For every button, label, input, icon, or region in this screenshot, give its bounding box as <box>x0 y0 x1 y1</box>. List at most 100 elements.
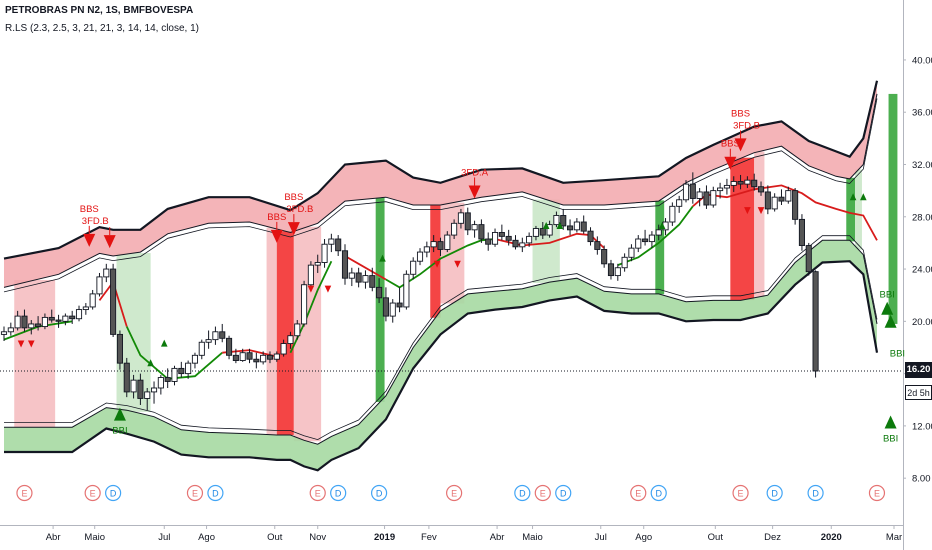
candle-body <box>164 377 171 382</box>
signal-label: 3FD.B <box>733 120 760 131</box>
event-circle <box>766 484 783 502</box>
candle <box>553 211 560 228</box>
dividend-event-icon[interactable]: D <box>650 484 667 502</box>
candle <box>287 331 294 349</box>
candle <box>28 320 35 335</box>
candle-body <box>144 391 151 399</box>
candle-body <box>178 367 185 375</box>
time-tick-label: 2020 <box>821 532 842 543</box>
dividend-event-icon[interactable]: D <box>330 484 347 502</box>
earnings-event-icon[interactable]: E <box>309 484 326 502</box>
signal-marker <box>542 222 550 230</box>
dividend-event-icon[interactable]: D <box>207 484 224 502</box>
candle-body <box>689 183 696 199</box>
lower-band-fill <box>4 240 877 471</box>
candle-body <box>341 250 349 279</box>
candle <box>444 231 451 253</box>
candle <box>212 326 219 345</box>
candle <box>164 368 171 388</box>
sell-arrow <box>270 229 283 243</box>
candle-body <box>560 215 567 227</box>
candle-body <box>812 271 819 372</box>
candle <box>198 339 205 360</box>
candle-body <box>301 284 308 325</box>
event-circle <box>371 484 388 502</box>
candle-body <box>437 241 444 250</box>
dividend-event-icon[interactable]: D <box>371 484 388 502</box>
candle-body <box>355 272 362 283</box>
candle-body <box>137 379 144 399</box>
buy-arrow <box>556 222 564 230</box>
candle <box>362 270 369 289</box>
sell-arrow <box>724 156 737 170</box>
event-circle <box>330 484 347 502</box>
buy-arrow <box>542 222 550 230</box>
event-letter: D <box>519 489 526 499</box>
earnings-event-icon[interactable]: E <box>446 484 463 502</box>
sell-arrow <box>744 207 751 215</box>
sell-arrow <box>27 340 35 348</box>
candle-body <box>792 190 799 220</box>
event-circle <box>207 484 224 502</box>
candle <box>451 219 458 239</box>
time-tick-label: Ago <box>198 532 215 543</box>
candle <box>178 361 185 378</box>
candle-body <box>532 228 540 237</box>
highlight-zone <box>266 227 277 435</box>
event-circle <box>309 484 326 502</box>
event-letter: D <box>212 489 219 499</box>
earnings-event-icon[interactable]: E <box>732 484 749 502</box>
candle <box>232 348 239 364</box>
candle <box>737 174 744 190</box>
candle <box>505 229 512 246</box>
time-tick-label: Maio <box>84 532 105 543</box>
dividend-event-icon[interactable]: D <box>105 484 122 502</box>
sell-arrow <box>454 260 461 268</box>
earnings-event-icon[interactable]: E <box>534 484 551 502</box>
candle-body <box>628 247 635 258</box>
candle-body <box>798 218 805 246</box>
candle-body <box>614 267 621 277</box>
event-circle <box>84 484 101 502</box>
dividend-event-icon[interactable]: D <box>514 484 531 502</box>
candle-body <box>376 286 383 299</box>
candle <box>307 261 314 290</box>
time-tick-label: Out <box>267 532 283 543</box>
candle-body <box>28 323 35 329</box>
earnings-event-icon[interactable]: E <box>630 484 647 502</box>
indicator-title[interactable]: R.LS (2.3, 2.5, 3, 21, 21, 3, 14, 14, cl… <box>5 23 200 34</box>
earnings-event-icon[interactable]: E <box>84 484 101 502</box>
candle <box>635 235 642 253</box>
candle-body <box>335 238 342 252</box>
earnings-event-icon[interactable]: E <box>16 484 33 502</box>
time-tick-label: 2019 <box>374 532 395 543</box>
dividend-event-icon[interactable]: D <box>766 484 783 502</box>
candle <box>478 219 485 243</box>
trend-line-segment <box>344 255 387 281</box>
sell-arrow <box>287 222 300 236</box>
earnings-event-icon[interactable]: E <box>868 484 886 502</box>
candle <box>594 236 601 255</box>
price-tick-label: 20.00 <box>912 317 932 328</box>
candle-body <box>682 183 690 201</box>
candle-body <box>14 315 21 329</box>
candle <box>416 248 424 266</box>
candle <box>191 352 199 369</box>
candle-body <box>717 187 724 192</box>
candle-body <box>69 315 76 320</box>
lower-band-inner-line <box>4 239 878 445</box>
event-circle <box>446 484 463 502</box>
signal-label: BBI <box>890 349 905 360</box>
candle-body <box>730 181 737 186</box>
signal-marker <box>307 285 315 293</box>
dividend-event-icon[interactable]: D <box>807 484 824 502</box>
earnings-event-icon[interactable]: E <box>186 484 204 502</box>
event-letter: E <box>21 489 27 499</box>
candle <box>62 313 69 326</box>
dividend-event-icon[interactable]: D <box>555 484 572 502</box>
candle-body <box>635 238 642 249</box>
